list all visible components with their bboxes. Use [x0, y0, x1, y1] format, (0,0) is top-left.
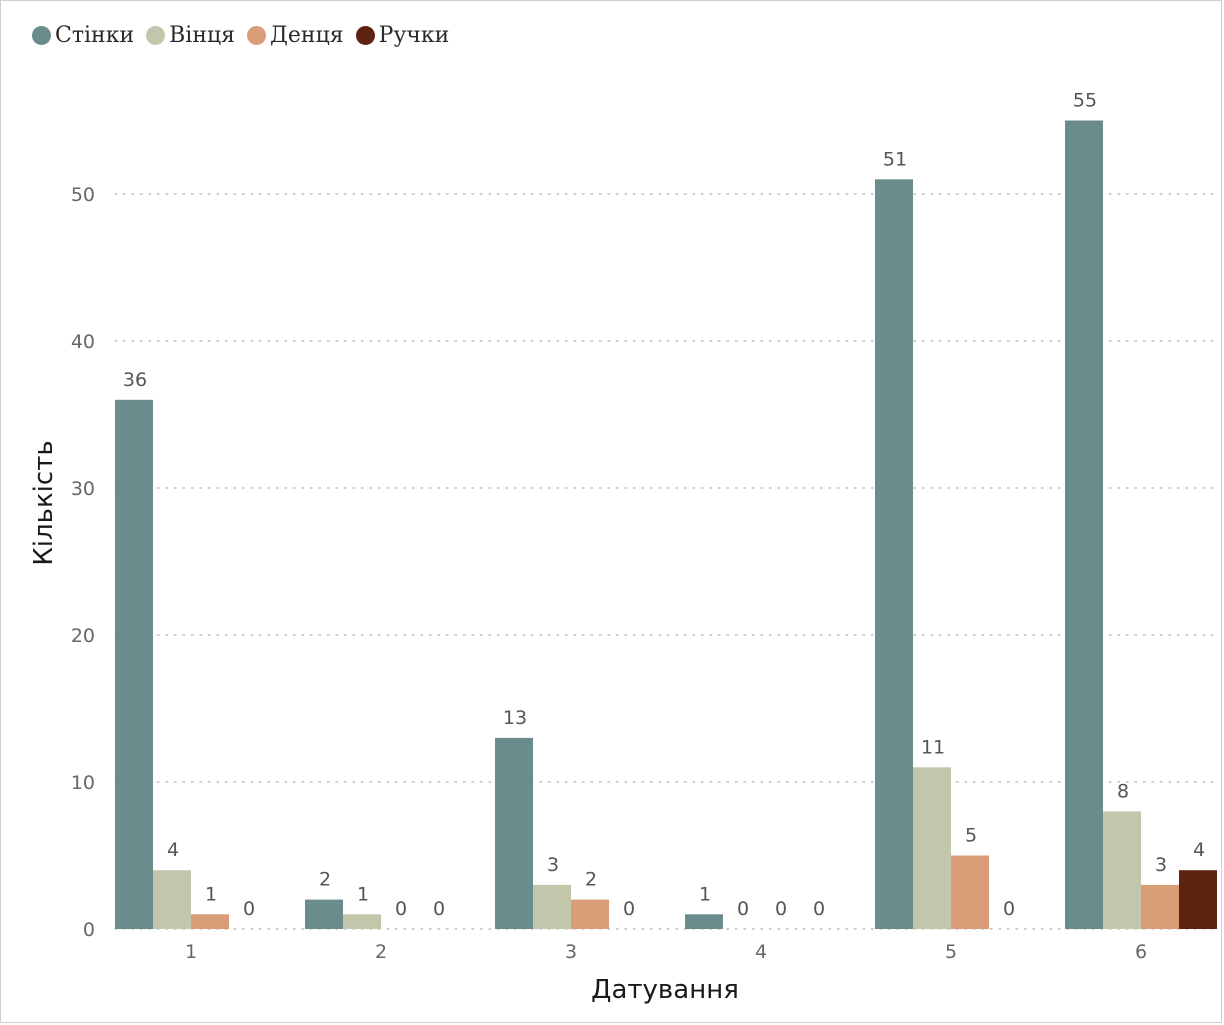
- data-label: 5: [965, 825, 977, 847]
- y-tick-label: 20: [71, 625, 95, 647]
- y-tick-label: 40: [71, 331, 95, 353]
- data-label: 0: [433, 898, 445, 920]
- y-axis-title: Кількість: [29, 440, 59, 565]
- data-label: 3: [1155, 854, 1167, 876]
- data-label: 3: [547, 854, 559, 876]
- x-tick-label: 2: [375, 941, 387, 963]
- legend-label-ruchky: Ручки: [378, 22, 450, 48]
- bar-3-6[interactable]: [1141, 884, 1179, 929]
- data-label: 2: [319, 869, 331, 891]
- x-axis-ticks: 1 2 3 4 5 6: [185, 941, 1147, 963]
- y-tick-label: 30: [71, 478, 95, 500]
- y-tick-label: 10: [71, 772, 95, 794]
- legend-item-vintsia[interactable]: Вінця: [146, 23, 235, 48]
- legend-item-ruchky[interactable]: Ручки: [355, 22, 450, 48]
- legend-label-dentsia: Денця: [270, 22, 344, 48]
- data-label: 2: [585, 869, 597, 891]
- data-label: 1: [357, 883, 369, 905]
- data-label: 13: [503, 707, 527, 729]
- legend-item-stinky[interactable]: Стінки: [32, 23, 134, 48]
- data-label: 0: [813, 898, 825, 920]
- data-label: 0: [775, 898, 787, 920]
- legend-marker-stinky: [32, 25, 51, 45]
- legend: Стінки Вінця Денця Ручки: [32, 20, 455, 50]
- data-label: 55: [1073, 90, 1097, 112]
- bar-1-2[interactable]: [305, 899, 343, 929]
- bar-2-3[interactable]: [533, 884, 571, 929]
- bars: [115, 120, 1217, 930]
- data-label: 1: [699, 883, 711, 905]
- bar-2-1[interactable]: [153, 870, 191, 929]
- bar-1-6[interactable]: [1065, 120, 1103, 930]
- x-tick-label: 6: [1135, 941, 1147, 963]
- data-label: 0: [395, 898, 407, 920]
- x-tick-label: 1: [185, 941, 197, 963]
- data-label: 0: [1003, 898, 1015, 920]
- bar-2-2[interactable]: [343, 914, 381, 929]
- legend-marker-dentsia: [247, 25, 267, 45]
- bar-1-3[interactable]: [495, 737, 533, 929]
- data-label: 0: [623, 898, 635, 920]
- bar-1-5[interactable]: [875, 179, 913, 930]
- y-tick-label: 50: [71, 184, 95, 206]
- legend-marker-ruchky: [355, 25, 375, 45]
- bar-2-5[interactable]: [913, 767, 951, 929]
- data-label: 0: [243, 898, 255, 920]
- legend-marker-vintsia: [146, 25, 166, 45]
- legend-label-stinky: Стінки: [55, 22, 135, 48]
- y-tick-label: 0: [83, 919, 95, 941]
- x-tick-label: 5: [945, 941, 957, 963]
- data-label: 4: [1193, 839, 1205, 861]
- bar-3-3[interactable]: [571, 899, 609, 929]
- data-label: 36: [123, 369, 147, 391]
- gridlines: [114, 193, 1219, 930]
- data-label: 8: [1117, 780, 1129, 802]
- x-tick-label: 4: [755, 941, 767, 963]
- data-label: 11: [921, 736, 945, 758]
- data-label: 1: [205, 883, 217, 905]
- bar-3-5[interactable]: [951, 855, 989, 930]
- bar-1-1[interactable]: [115, 399, 153, 929]
- legend-item-dentsia[interactable]: Денця: [247, 23, 344, 48]
- bar-4-6[interactable]: [1179, 870, 1217, 929]
- data-label: 4: [167, 839, 179, 861]
- bar-2-6[interactable]: [1103, 811, 1141, 929]
- data-labels: 36 4 1 0 2 1 0 0 13 3 2 0 1 0 0 0 51 11 5 0 55 8 3 4: [123, 90, 1205, 921]
- bar-1-4[interactable]: [685, 914, 723, 929]
- x-tick-label: 3: [565, 941, 577, 963]
- y-axis-ticks: 0 10 20 30 40 50: [71, 184, 95, 941]
- legend-label-vintsia: Вінця: [169, 22, 236, 48]
- bar-3-1[interactable]: [191, 914, 229, 929]
- x-axis-title: Датування: [591, 975, 739, 1005]
- data-label: 51: [883, 148, 907, 170]
- data-label: 0: [737, 898, 749, 920]
